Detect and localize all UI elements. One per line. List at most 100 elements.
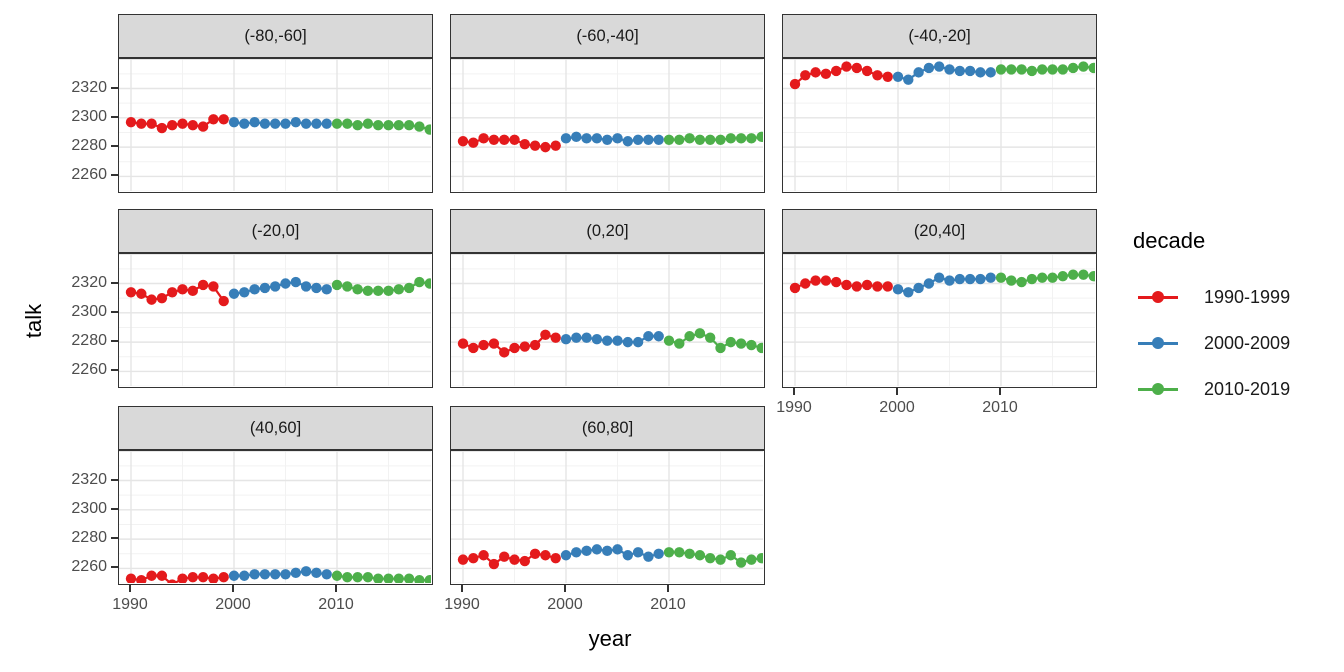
data-point	[735, 133, 747, 144]
facet-strip: (0,20]	[450, 209, 765, 253]
data-point	[684, 133, 695, 144]
series-2000-2009	[892, 272, 996, 298]
data-point	[954, 273, 965, 285]
data-point	[156, 570, 168, 581]
data-point	[581, 133, 592, 144]
series-2010-2019	[995, 269, 1095, 288]
data-point	[187, 119, 198, 131]
data-point	[280, 569, 291, 580]
data-point	[892, 284, 904, 295]
facet-plot-area	[119, 254, 431, 386]
data-point	[851, 62, 862, 74]
x-tick-mark	[896, 388, 898, 395]
x-tick-mark	[793, 388, 795, 395]
facet-strip-label: (-40,-20]	[908, 26, 971, 45]
facet-plot-panel	[782, 58, 1097, 193]
series-2000-2009	[228, 566, 332, 581]
data-point	[373, 285, 384, 297]
data-point	[746, 554, 757, 565]
y-tick-label: 2260	[71, 558, 107, 576]
data-point	[529, 339, 541, 351]
data-point	[861, 279, 873, 291]
data-point	[270, 569, 281, 580]
y-tick-label: 2320	[71, 273, 107, 291]
data-point	[197, 279, 209, 291]
data-point	[612, 544, 623, 555]
series-2010-2019	[331, 276, 431, 297]
x-tick-mark	[129, 585, 131, 592]
series-2010-2019	[663, 328, 763, 354]
facet-plot-panel	[118, 58, 433, 193]
data-point	[746, 133, 757, 144]
data-point	[321, 569, 332, 580]
series-2010-2019	[663, 131, 763, 145]
data-point	[311, 282, 322, 294]
data-point	[674, 338, 685, 349]
data-point	[457, 554, 469, 565]
data-point	[851, 281, 862, 292]
data-point	[841, 279, 852, 291]
data-point	[632, 547, 644, 558]
data-point	[923, 278, 935, 289]
data-point	[1057, 270, 1068, 282]
data-point	[705, 552, 716, 564]
data-point	[975, 273, 986, 285]
series-2000-2009	[228, 276, 332, 299]
data-point	[725, 336, 736, 348]
legend-item-label: 1990-1999	[1204, 286, 1291, 307]
data-point	[1006, 275, 1017, 286]
data-point	[1057, 64, 1068, 75]
data-point	[311, 567, 322, 579]
x-tick-label: 2000	[547, 596, 583, 613]
facet-plot-panel	[782, 253, 1097, 388]
y-tick-label: 2300	[71, 499, 107, 517]
data-point	[872, 281, 883, 292]
y-tick-label: 2300	[71, 107, 107, 125]
data-point	[694, 550, 706, 561]
x-tick-mark	[335, 585, 337, 592]
data-point	[414, 574, 425, 583]
data-point	[259, 282, 271, 294]
data-point	[125, 573, 137, 583]
data-point	[800, 70, 811, 81]
y-tick-label: 2260	[71, 166, 107, 184]
data-point	[424, 574, 431, 583]
data-point	[735, 338, 747, 349]
data-point	[560, 133, 572, 144]
data-point	[249, 569, 260, 580]
data-point	[1067, 62, 1079, 74]
data-point	[756, 342, 763, 354]
y-tick-mark	[111, 310, 118, 313]
data-point	[499, 134, 510, 145]
data-point	[342, 118, 353, 129]
data-point	[560, 333, 572, 345]
data-point	[342, 281, 353, 292]
data-point	[509, 342, 520, 354]
data-point	[259, 118, 271, 129]
facet-5: (20,40]	[782, 209, 1097, 388]
data-point	[591, 333, 603, 345]
data-point	[239, 287, 250, 298]
data-point	[756, 131, 763, 143]
y-tick-mark	[111, 174, 118, 177]
legend: decade 1990-1999 2000-2009 2010-2019	[1133, 228, 1343, 428]
gridlines	[451, 59, 763, 191]
facet-plot-panel	[118, 253, 433, 388]
data-point	[903, 287, 914, 298]
data-point	[715, 554, 726, 565]
data-point	[612, 335, 623, 346]
data-point	[903, 74, 914, 85]
data-point	[1016, 64, 1027, 75]
data-point	[167, 579, 178, 583]
data-point	[653, 331, 664, 342]
data-point	[591, 544, 603, 555]
data-point	[975, 67, 986, 78]
series-1990-1999	[125, 279, 229, 307]
series-2000-2009	[560, 331, 664, 348]
data-point	[218, 114, 229, 125]
series-2010-2019	[995, 61, 1095, 77]
data-point	[934, 272, 945, 283]
data-point	[352, 572, 363, 583]
data-point	[393, 573, 404, 583]
data-point	[913, 67, 924, 78]
